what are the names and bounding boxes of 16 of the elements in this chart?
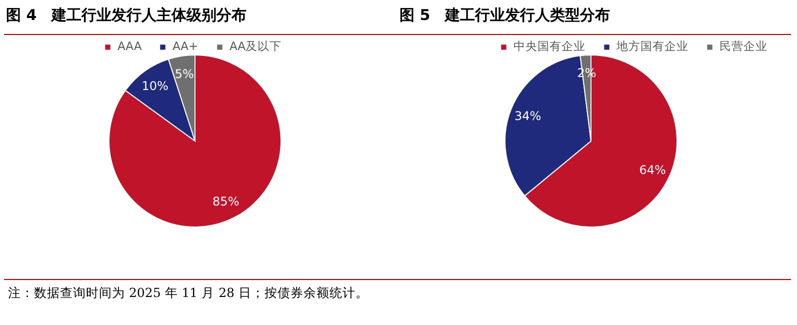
legend-label: AAA	[118, 39, 142, 54]
pie-slice	[124, 58, 196, 142]
data-label: 10%	[142, 78, 168, 93]
legend-label: AA+	[172, 39, 198, 54]
data-label: 64%	[639, 162, 666, 177]
legend-label: 中央国有企业	[514, 39, 586, 54]
chart-title: 图 5 建工行业发行人类型分布	[398, 5, 612, 26]
chart-title: 图 4 建工行业发行人主体级别分布	[5, 5, 248, 26]
legend-label: 地方国有企业	[616, 39, 688, 54]
data-label: 85%	[212, 194, 240, 209]
data-label: 34%	[514, 108, 542, 123]
pie-slice	[108, 54, 282, 228]
text: 注：数据查询时间为 2025 年 11 月 28 日；按债券余额统计。	[8, 284, 370, 302]
data-label: 5%	[174, 66, 194, 81]
legend-label: AA及以下	[230, 39, 282, 54]
legend-label: 民营企业	[720, 39, 768, 54]
